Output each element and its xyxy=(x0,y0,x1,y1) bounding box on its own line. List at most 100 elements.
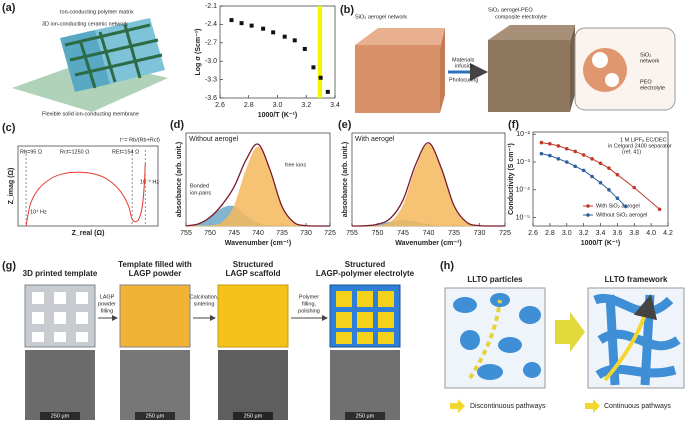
step-title: LAGP powder xyxy=(129,269,182,278)
marker xyxy=(539,140,544,145)
x-axis-label: 1000/T (K⁻¹) xyxy=(258,112,297,119)
x-tick-label: 3.4 xyxy=(330,102,340,109)
marker xyxy=(564,160,569,164)
x-tick-label: 2.6 xyxy=(528,230,538,237)
chart-title: With aerogel xyxy=(355,136,395,143)
arrow-label: LAGP xyxy=(100,294,115,300)
annotation: in Celgard 2400 separator xyxy=(608,143,672,149)
marker xyxy=(590,157,594,161)
arrow-label: filling xyxy=(101,308,114,314)
marker xyxy=(624,204,628,209)
point xyxy=(311,65,316,70)
title: LLTO particles xyxy=(467,275,523,284)
y-tick-label: -2.1 xyxy=(205,3,217,10)
panel-label: (h) xyxy=(440,260,454,272)
y-axis-label: absorbance (arb. unit.) xyxy=(342,142,349,217)
x-tick-label: 755 xyxy=(180,230,192,237)
label: Materials xyxy=(452,57,475,63)
marker xyxy=(598,180,603,185)
x-tick-label: 750 xyxy=(204,230,216,237)
y-axis-label: Log σ (Scm⁻¹) xyxy=(195,29,202,76)
x-axis-label: Wavenumber (cm⁻¹) xyxy=(225,240,291,247)
x-axis-label: Z_real (Ω) xyxy=(72,230,105,237)
scale-bar: 250 µm xyxy=(356,413,375,419)
x-tick-label: 740 xyxy=(423,230,435,237)
annotation: 1 M LiPF₆ EC/DEC xyxy=(620,137,667,143)
marker xyxy=(581,153,586,157)
x-tick-label: 2.8 xyxy=(545,230,555,237)
arrow-label: filling, xyxy=(302,301,317,307)
x-tick-label: 3.2 xyxy=(301,102,311,109)
line xyxy=(351,142,506,227)
legend-marker xyxy=(586,204,590,208)
marker xyxy=(615,196,620,200)
point xyxy=(271,30,276,35)
x-tick-label: 3.2 xyxy=(579,230,589,237)
x-tick-label: 735 xyxy=(448,230,460,237)
arrow-label: polishing xyxy=(298,308,320,314)
annotation: 10⁻² Hz xyxy=(140,179,159,185)
caption: Discontinuous pathways xyxy=(470,403,546,410)
legend-marker xyxy=(586,213,590,217)
line xyxy=(541,153,627,207)
y-tick-label: 10⁻³ xyxy=(516,159,530,166)
panel-label: (c) xyxy=(2,122,16,134)
area xyxy=(351,143,506,227)
step-title: 3D printed template xyxy=(23,269,98,278)
annotation: 10⁴ Hz xyxy=(30,208,47,215)
scale-bar: 250 µm xyxy=(146,413,165,419)
marker xyxy=(598,161,603,166)
marker xyxy=(590,174,594,179)
marker xyxy=(556,144,561,148)
marker xyxy=(539,151,544,156)
annotation: Bonded xyxy=(190,183,209,189)
x-tick-label: 740 xyxy=(252,230,264,237)
highlight xyxy=(317,6,323,98)
y-tick-label: -2.7 xyxy=(205,40,217,47)
label: electrolyte xyxy=(640,85,665,91)
label: Photocuring xyxy=(449,77,478,83)
title: LLTO framework xyxy=(605,275,668,284)
annotation: Rct=1250 Ω xyxy=(60,149,89,155)
x-tick-label: 730 xyxy=(474,230,486,237)
y-tick-label: 10⁻⁵ xyxy=(516,214,530,221)
legend-label: With SiO₂ aerogel xyxy=(596,203,640,209)
marker xyxy=(548,142,552,146)
marker xyxy=(632,185,637,190)
point xyxy=(229,18,234,23)
step-title: Structured xyxy=(233,260,274,269)
chart-title: Without aerogel xyxy=(189,136,238,143)
marker xyxy=(564,146,569,151)
annotation: t⁺= Rb/(Rb+Rct) xyxy=(120,136,160,143)
y-tick-label: 10⁻⁴ xyxy=(516,187,531,194)
point xyxy=(282,34,287,39)
arrow-label: sintering xyxy=(194,301,215,307)
point xyxy=(249,23,254,28)
marker xyxy=(573,149,577,154)
x-tick-label: 725 xyxy=(324,230,336,237)
marker xyxy=(581,168,586,173)
arrow-label: Calcination, xyxy=(190,294,219,300)
printing-process xyxy=(24,284,401,420)
point xyxy=(325,89,330,94)
point xyxy=(261,26,266,31)
annotation: Rb=95 Ω xyxy=(20,149,42,155)
marker xyxy=(607,166,611,170)
x-tick-label: 750 xyxy=(372,230,384,237)
x-tick-label: 725 xyxy=(499,230,511,237)
annotation: free ions xyxy=(285,162,306,168)
x-axis-label: 1000/T (K⁻¹) xyxy=(581,240,620,247)
scale-bar: 250 µm xyxy=(51,413,70,419)
label: SiO₂ aerogel-PEO xyxy=(488,7,533,13)
y-tick-label: -3.6 xyxy=(205,95,217,102)
legend-label: Without SiO₂ aerogel xyxy=(596,212,647,218)
y-tick-label: -3.3 xyxy=(205,76,217,83)
marker xyxy=(573,164,577,169)
point xyxy=(302,46,307,51)
annotation: (ref. 41) xyxy=(622,149,641,155)
marker xyxy=(615,172,620,177)
x-tick-label: 755 xyxy=(346,230,358,237)
label: Ion-conducting polymer matrix xyxy=(60,9,134,15)
step-title: Template filled with xyxy=(118,260,192,269)
